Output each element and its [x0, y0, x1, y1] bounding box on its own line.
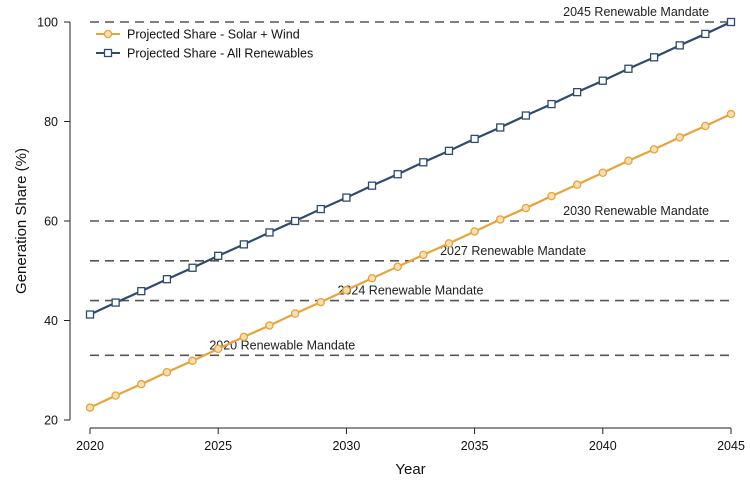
data-point [214, 251, 223, 260]
data-point [675, 41, 684, 50]
data-point [624, 156, 633, 166]
mandate-label-2045-renewable-mandate: 2045 Renewable Mandate [563, 5, 709, 19]
data-point [572, 180, 582, 189]
data-point [137, 286, 146, 296]
data-point [342, 285, 351, 295]
legend-label-all-renewables: Projected Share - All Renewables [127, 47, 313, 61]
data-point [726, 17, 736, 27]
data-point [495, 215, 505, 224]
series-line-projected-share-solar-wind [89, 113, 732, 409]
data-point [496, 123, 505, 132]
data-point [547, 191, 556, 201]
y-tick-label: 40 [44, 314, 58, 328]
data-point [137, 379, 146, 389]
data-point [624, 64, 633, 73]
data-point [649, 53, 659, 62]
data-point [419, 158, 428, 167]
y-axis-title: Generation Share (%) [13, 148, 30, 294]
data-point [213, 344, 223, 354]
legend-marker-all-renewables [103, 48, 113, 58]
data-point [521, 111, 531, 120]
data-point [111, 298, 120, 307]
data-point [85, 403, 95, 412]
x-ticks: 2020 2025 2030 2035 2040 2045 [76, 428, 745, 453]
x-tick-label: 2045 [717, 439, 745, 453]
data-point [162, 275, 172, 284]
data-point [419, 250, 428, 260]
series [85, 17, 736, 412]
mandate-label-2027-renewable-mandate: 2027 Renewable Mandate [440, 244, 586, 258]
legend-item-solar-wind: Projected Share - Solar + Wind [96, 28, 300, 42]
x-tick-label: 2025 [204, 439, 232, 453]
data-point [649, 145, 659, 154]
data-point [188, 263, 197, 272]
data-point [470, 134, 479, 144]
data-point [265, 228, 274, 237]
data-point [393, 170, 402, 179]
data-point [239, 332, 249, 342]
data-point [726, 109, 736, 119]
y-tick-label: 60 [44, 215, 58, 229]
data-point [265, 321, 274, 330]
data-point [367, 181, 377, 190]
data-point [547, 99, 556, 109]
data-point [342, 193, 351, 202]
y-tick-label: 80 [44, 115, 58, 129]
data-point [573, 87, 582, 97]
data-point [85, 310, 95, 319]
y-tick-label: 20 [44, 414, 58, 428]
data-point [598, 76, 607, 85]
x-tick-label: 2020 [76, 439, 104, 453]
data-point [521, 203, 531, 213]
legend-item-all-renewables: Projected Share - All Renewables [96, 47, 313, 61]
data-point [111, 391, 120, 400]
legend-label-solar-wind: Projected Share - Solar + Wind [127, 28, 300, 42]
mandate-label-2024-renewable-mandate: 2024 Renewable Mandate [338, 284, 484, 298]
mandate-label-2030-renewable-mandate: 2030 Renewable Mandate [563, 204, 709, 218]
data-point [316, 297, 326, 307]
data-point [393, 262, 402, 272]
legend: Projected Share - Solar + Wind Projected… [96, 28, 313, 61]
data-point [290, 309, 300, 318]
data-point [701, 29, 710, 39]
data-point [239, 240, 248, 249]
data-point [470, 227, 479, 236]
data-point [675, 133, 684, 142]
data-point [598, 168, 608, 177]
legend-marker-solar-wind [103, 29, 113, 39]
data-point [444, 146, 454, 156]
data-point [162, 367, 172, 377]
data-point [444, 239, 454, 248]
y-tick-label: 100 [37, 16, 58, 30]
data-point [701, 121, 710, 131]
mandate-label-2020-renewable-mandate: 2020 Renewable Mandate [209, 338, 355, 352]
y-ticks: 20 40 60 80 100 [37, 16, 70, 428]
series-projected-share-all-renewables [85, 17, 736, 319]
data-point [316, 204, 325, 214]
x-tick-label: 2040 [589, 439, 617, 453]
x-tick-label: 2035 [461, 439, 489, 453]
series-line-projected-share-all-renewables [89, 21, 732, 316]
data-point [290, 216, 300, 226]
data-point [367, 273, 377, 283]
data-point [188, 356, 197, 366]
x-axis-title: Year [395, 461, 425, 478]
x-tick-label: 2030 [332, 439, 360, 453]
series-projected-share-solar-wind [85, 109, 736, 412]
